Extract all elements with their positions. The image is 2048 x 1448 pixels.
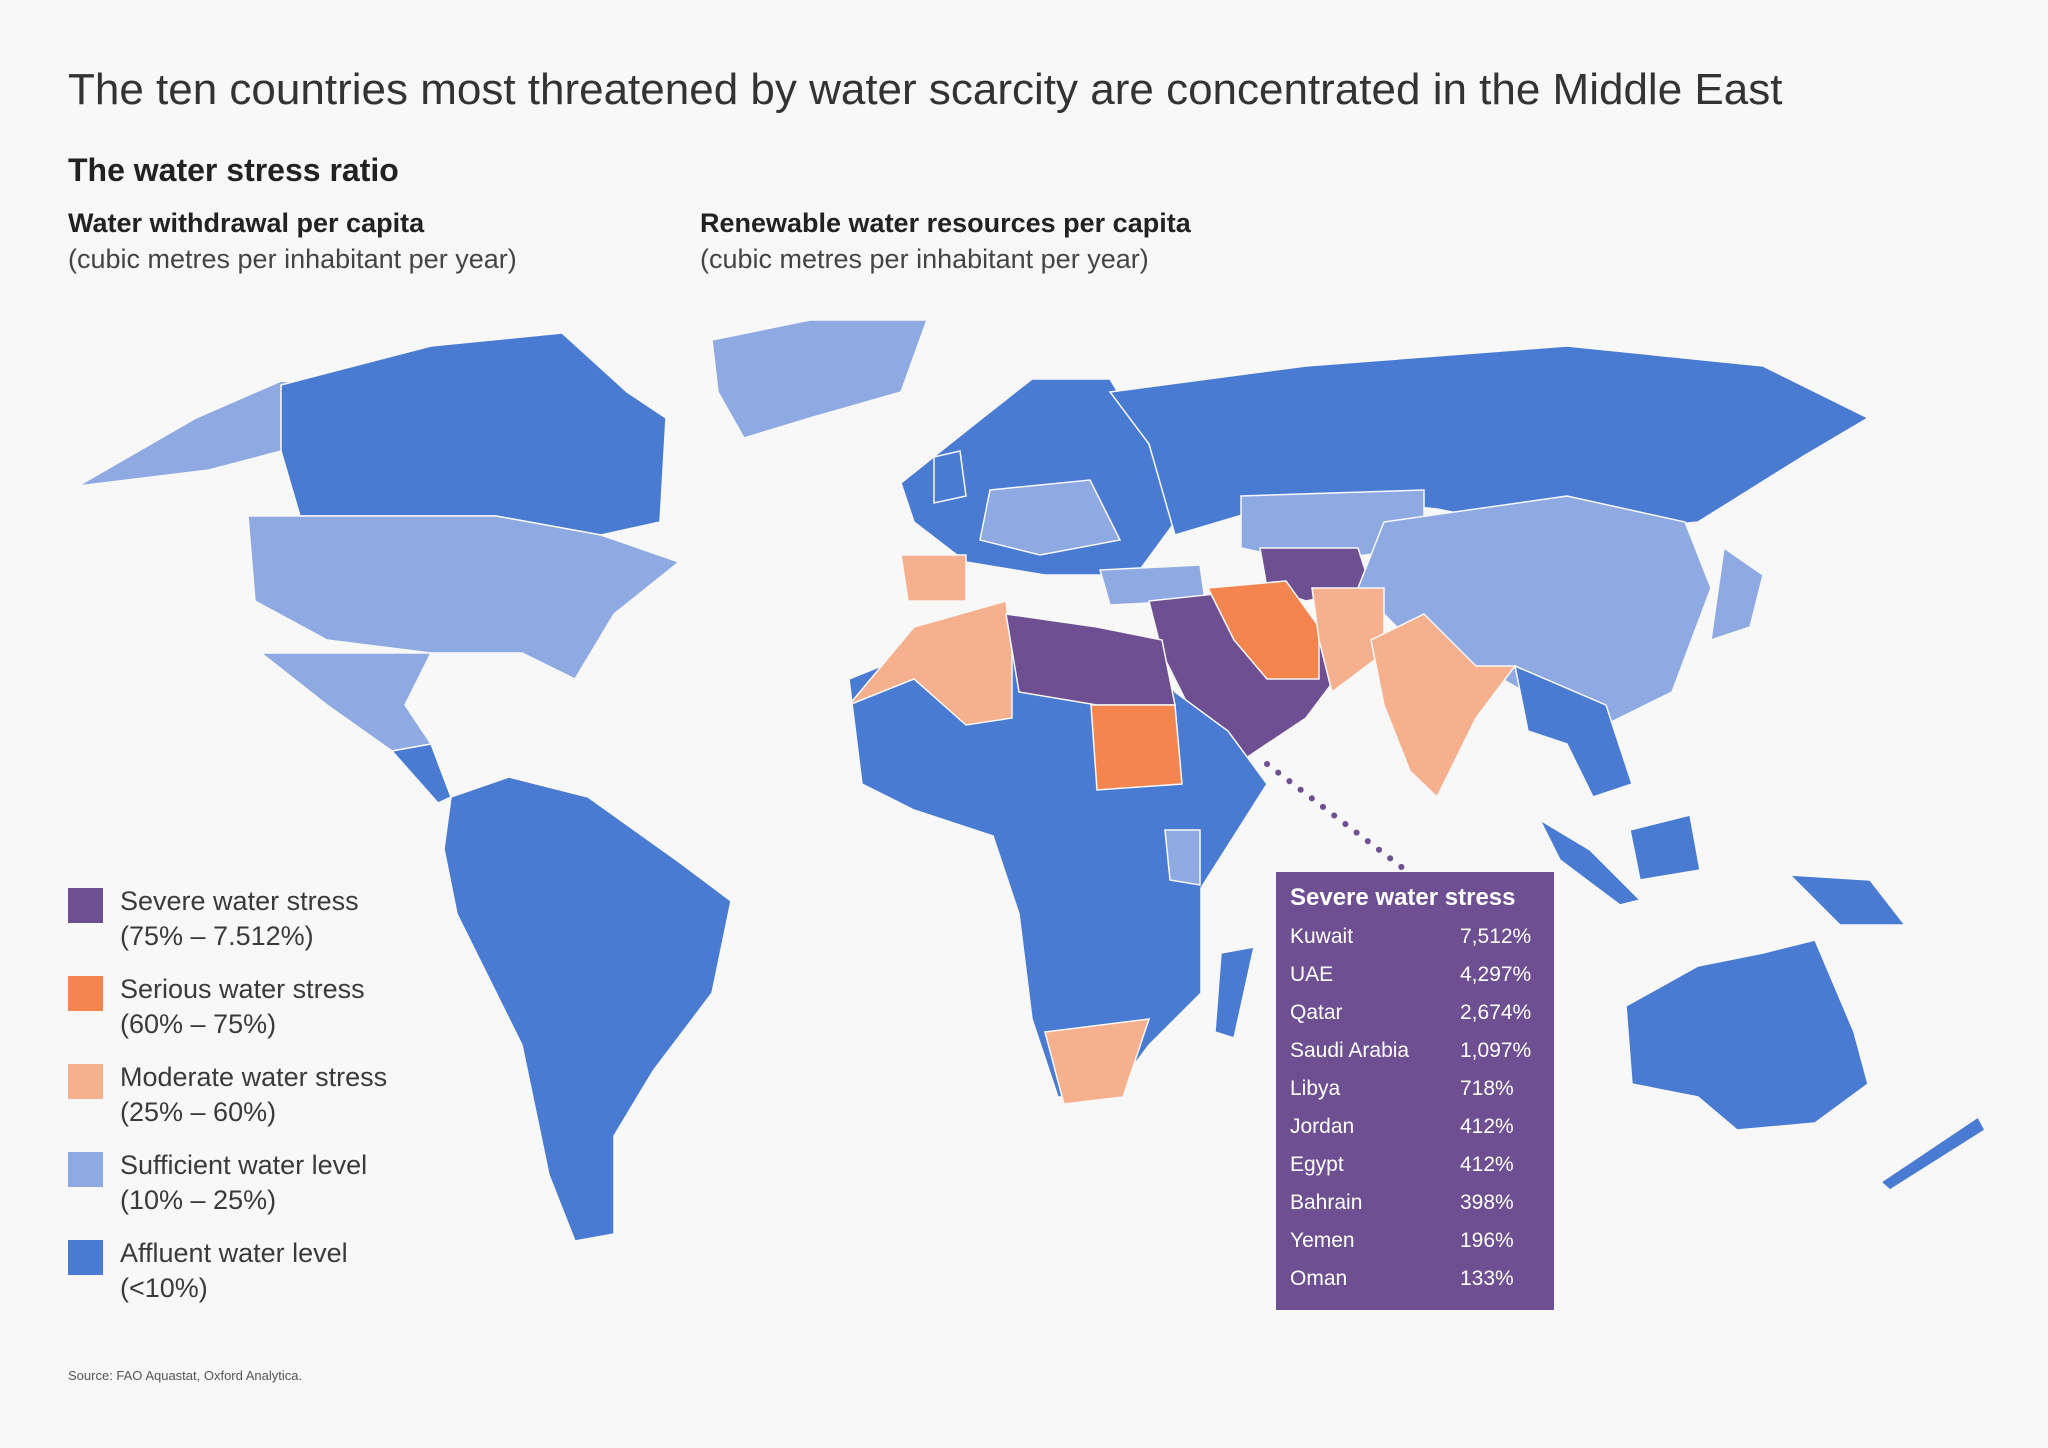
region-new-guinea: [1788, 874, 1907, 926]
stress-value: 7,512%: [1460, 925, 1532, 948]
country-name: Kuwait: [1290, 925, 1354, 948]
table-heading: Severe water stress: [1290, 884, 1516, 911]
table-row: Libya 718%: [1290, 1070, 1540, 1108]
stress-value: 2,674%: [1460, 1001, 1532, 1024]
region-central-america: [390, 743, 452, 804]
stress-value: 718%: [1460, 1077, 1514, 1100]
region-central-europe: [979, 479, 1122, 556]
stress-value: 4,297%: [1460, 963, 1532, 986]
legend-label: Affluent water level (<10%): [120, 1238, 348, 1303]
stress-value: 398%: [1460, 1191, 1514, 1214]
region-south-africa: [1044, 1018, 1151, 1105]
legend-swatch: [68, 888, 103, 923]
table-pointer: [1264, 761, 1411, 875]
legend-label: Sufficient water level (10% – 25%): [120, 1150, 368, 1215]
region-greenland: [711, 319, 929, 439]
severe-stress-table: Severe water stress Kuwait 7,512% UAE 4,297…: [1276, 872, 1554, 1310]
legend-swatch: [68, 1240, 103, 1275]
region-madagascar: [1214, 946, 1255, 1039]
region-borneo: [1629, 814, 1701, 881]
region-iran: [1206, 580, 1320, 680]
stress-value: 1,097%: [1460, 1039, 1532, 1062]
region-south-america: [443, 776, 732, 1242]
region-canada: [280, 332, 667, 536]
region-japan: [1710, 546, 1764, 642]
withdrawal-unit: (cubic metres per inhabitant per year): [68, 244, 517, 274]
region-libya-egypt: [1005, 613, 1176, 706]
region-uk: [933, 450, 967, 504]
country-name: Egypt: [1290, 1153, 1344, 1176]
stress-value: 412%: [1460, 1153, 1514, 1176]
table-row: Saudi Arabia 1,097%: [1290, 1032, 1540, 1070]
country-name: Saudi Arabia: [1290, 1039, 1410, 1062]
region-usa: [247, 515, 681, 680]
region-north-africa-west: [848, 600, 1013, 726]
region-east-africa: [1164, 829, 1201, 886]
page-title: The ten countries most threatened by wat…: [68, 65, 1783, 114]
region-mexico: [258, 652, 433, 752]
source-note: Source: FAO Aquastat, Oxford Analytica.: [68, 1368, 303, 1383]
country-name: Oman: [1290, 1267, 1348, 1290]
table-row: Kuwait 7,512%: [1290, 918, 1540, 956]
region-new-zealand: [1879, 1115, 1986, 1191]
region-russia: [1108, 345, 1870, 536]
region-sudan: [1090, 704, 1183, 791]
table-row: UAE 4,297%: [1290, 956, 1540, 994]
legend-label: Moderate water stress (25% – 60%): [120, 1062, 388, 1127]
renewable-heading: Renewable water resources per capita: [700, 208, 1191, 238]
table-row: Bahrain 398%: [1290, 1184, 1540, 1222]
legend-label: Severe water stress (75% – 7.512%): [120, 886, 359, 951]
table-row: Yemen 196%: [1290, 1222, 1540, 1260]
country-name: Qatar: [1290, 1001, 1343, 1024]
country-name: Yemen: [1290, 1229, 1355, 1252]
region-australia: [1625, 939, 1869, 1131]
region-sumatra: [1538, 818, 1642, 906]
table-row: Egypt 412%: [1290, 1146, 1540, 1184]
legend-swatch: [68, 1152, 103, 1187]
withdrawal-heading: Water withdrawal per capita: [68, 208, 425, 238]
table-row: Qatar 2,674%: [1290, 994, 1540, 1032]
legend-swatch: [68, 1064, 103, 1099]
table-row: Jordan 412%: [1290, 1108, 1540, 1146]
country-name: Jordan: [1290, 1115, 1355, 1138]
country-name: Libya: [1290, 1077, 1341, 1100]
country-name: Bahrain: [1290, 1191, 1363, 1214]
country-name: UAE: [1290, 963, 1334, 986]
legend-swatch: [68, 976, 103, 1011]
stress-value: 412%: [1460, 1115, 1514, 1138]
subtitle: The water stress ratio: [68, 152, 399, 188]
stress-value: 133%: [1460, 1267, 1514, 1290]
region-afghanistan-pakistan: [1311, 587, 1385, 694]
stress-value: 196%: [1460, 1229, 1514, 1252]
renewable-unit: (cubic metres per inhabitant per year): [700, 244, 1149, 274]
table-row: Oman 133%: [1290, 1260, 1540, 1298]
region-india: [1370, 613, 1517, 799]
region-iberia: [900, 554, 967, 602]
legend-label: Serious water stress (60% – 75%): [120, 974, 365, 1039]
region-southeast-asia: [1513, 664, 1633, 798]
